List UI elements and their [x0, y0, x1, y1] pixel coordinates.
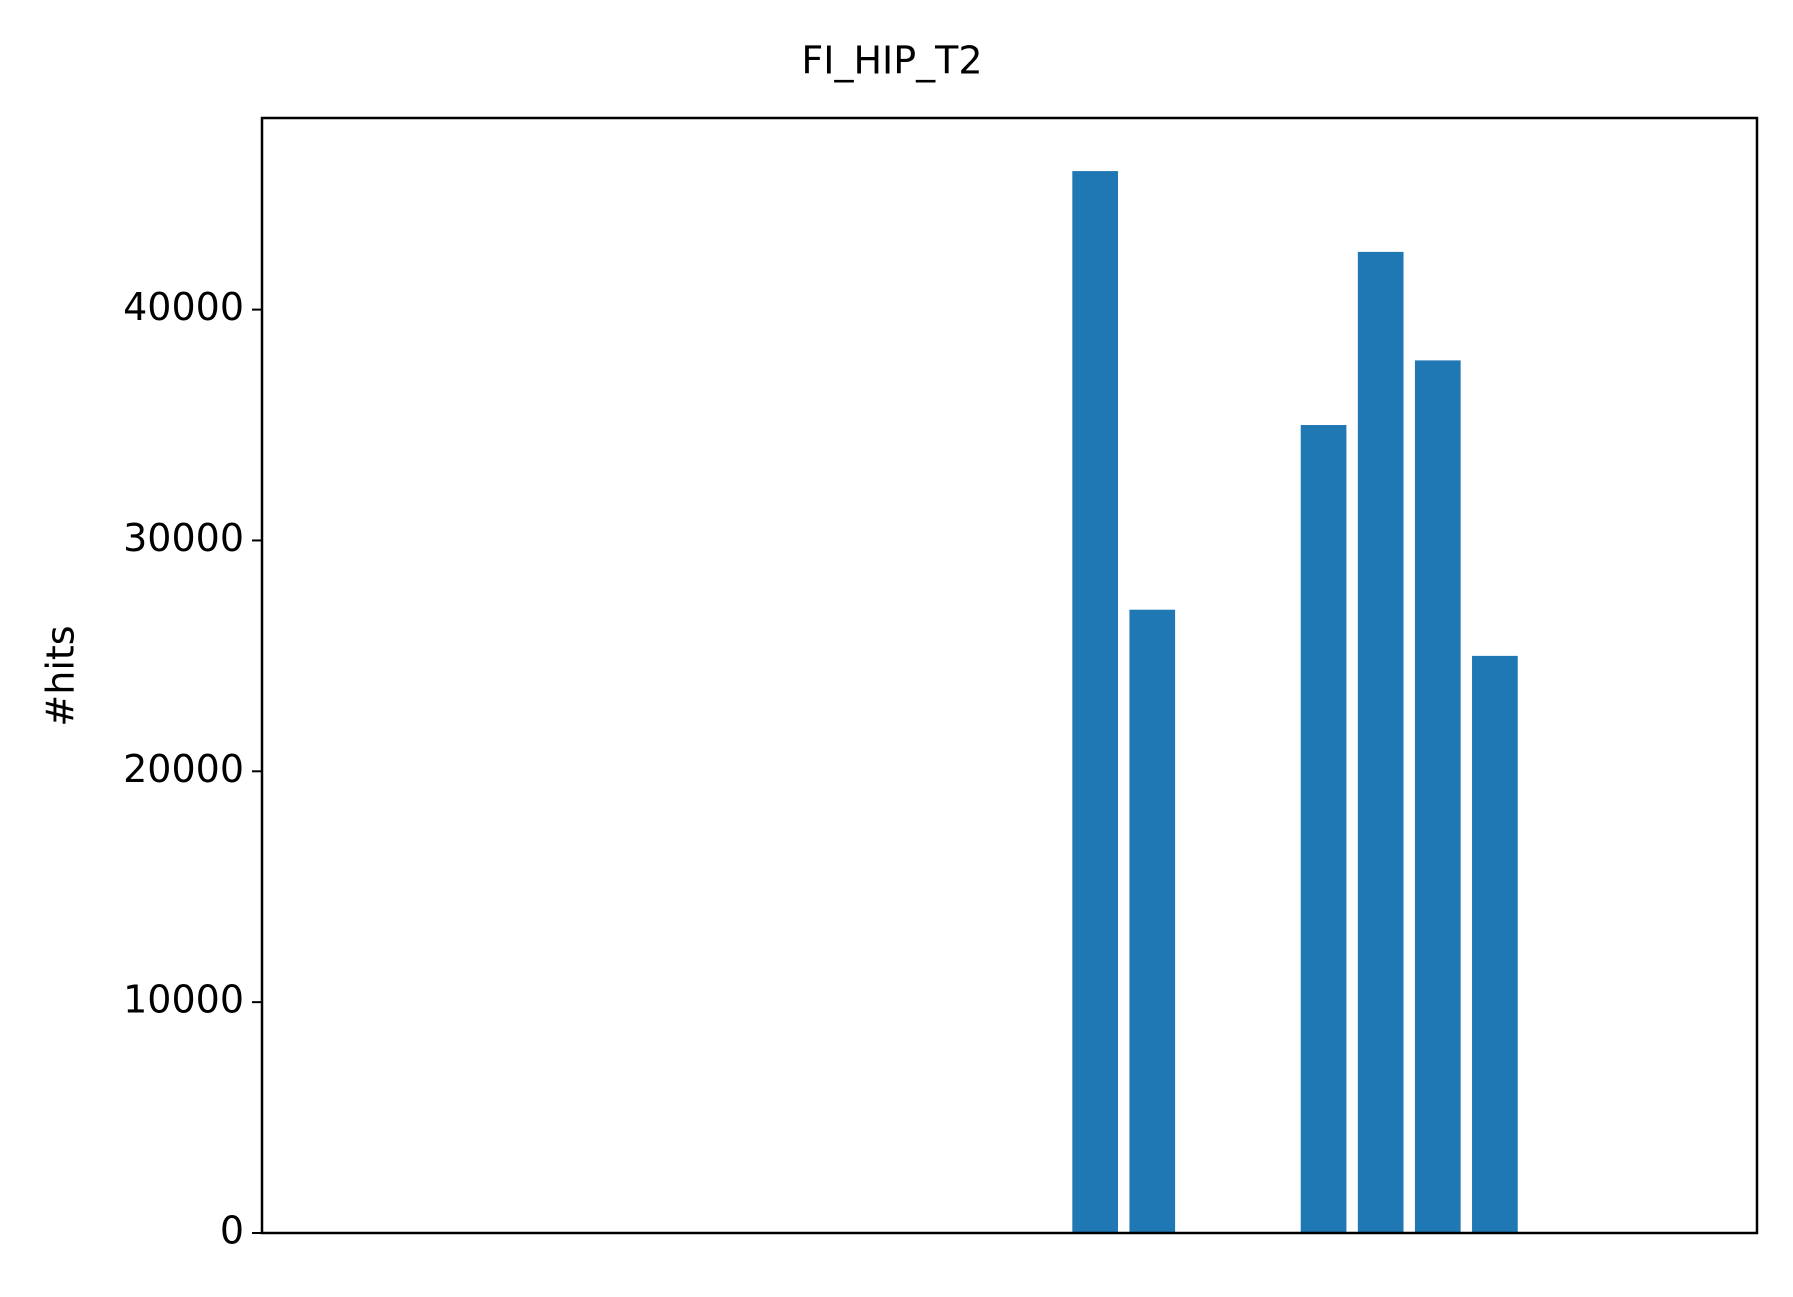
y-tick-label: 0: [220, 1209, 244, 1253]
bar: [1300, 425, 1347, 1233]
bar: [1072, 171, 1118, 1234]
y-tick-label: 20000: [123, 747, 244, 791]
bar: [1129, 609, 1176, 1233]
y-tick-label: 40000: [123, 285, 244, 329]
bar: [1357, 251, 1404, 1233]
bar: [1472, 655, 1518, 1233]
chart-title: FI_HIP_T2: [801, 39, 982, 83]
plot-frame: [260, 116, 1759, 1235]
y-tick-label: 30000: [123, 516, 244, 560]
y-axis-label: #hits: [39, 625, 83, 726]
bar: [1414, 360, 1461, 1233]
y-tick-label: 10000: [123, 978, 244, 1022]
